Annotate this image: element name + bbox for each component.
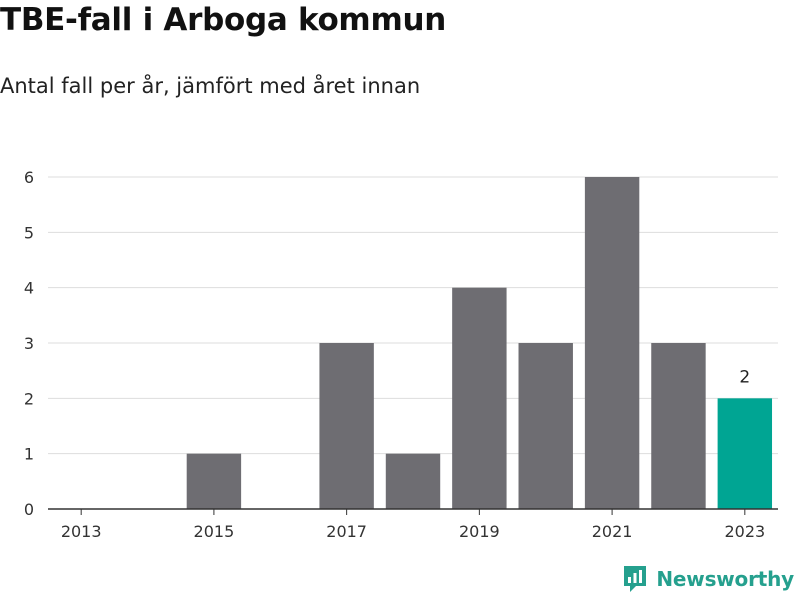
chart-subtitle: Antal fall per år, jämfört med året inna… [0, 74, 421, 98]
y-tick-label: 4 [24, 279, 34, 298]
y-tick-label: 1 [24, 445, 34, 464]
x-tick-label: 2021 [592, 522, 633, 541]
x-tick-label: 2023 [724, 522, 765, 541]
bar [186, 453, 242, 509]
y-tick-label: 5 [24, 223, 34, 242]
y-tick-label: 2 [24, 389, 34, 408]
bar [518, 343, 573, 509]
x-tick-label: 2015 [194, 522, 235, 541]
bar [452, 287, 507, 509]
bar-highlight [717, 398, 773, 509]
labels: 0 1 2 3 4 5 6 2 2013 2015 2017 2019 2021 2023 [24, 168, 765, 541]
y-tick-label: 3 [24, 334, 34, 353]
axes [48, 508, 778, 515]
chart-title: TBE-fall i Arboga kommun [0, 2, 446, 38]
bar [651, 343, 706, 509]
x-tick-label: 2013 [61, 522, 102, 541]
bars [186, 177, 773, 509]
x-tick-label: 2017 [326, 522, 367, 541]
y-tick-label: 0 [24, 500, 34, 519]
bar [385, 453, 441, 509]
newsworthy-logo: Newsworthy [622, 564, 794, 594]
brand-name: Newsworthy [656, 567, 794, 591]
bar [319, 343, 374, 509]
bar [584, 177, 640, 509]
chart-logo-icon [624, 566, 647, 592]
data-label: 2 [739, 367, 750, 387]
x-tick-label: 2019 [459, 522, 500, 541]
y-tick-label: 6 [24, 168, 34, 187]
